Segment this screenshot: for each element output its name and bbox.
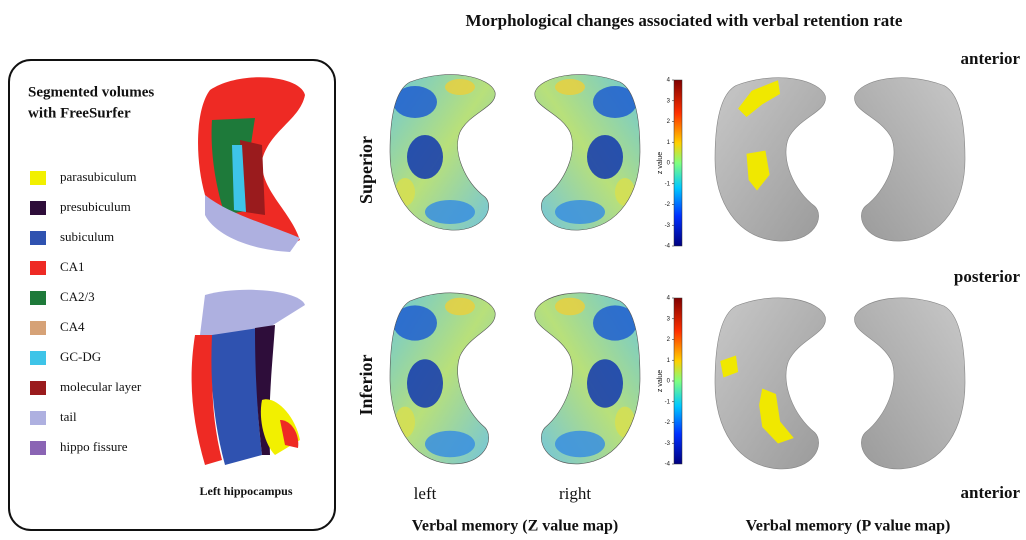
- colorbar-tick-label: 3: [667, 98, 671, 104]
- legend-label: parasubiculum: [60, 169, 137, 184]
- colorbar: 4 3 2 1 0 -1 -2 -3 -4 z value: [657, 296, 682, 468]
- colorbar-tick-label: -3: [665, 223, 671, 229]
- column-label: left: [414, 484, 437, 503]
- hippocampus-render: [192, 77, 305, 465]
- colorbar-tick-label: 1: [667, 358, 671, 364]
- colorbar-tick-label: -1: [665, 181, 671, 187]
- colorbar-tick-label: -1: [665, 399, 671, 405]
- panel-caption: Verbal memory (P value map): [746, 518, 951, 535]
- legend-label: tail: [60, 409, 77, 424]
- colorbar-tick-label: -4: [665, 462, 671, 468]
- legend-title: Segmented volumes: [28, 84, 154, 100]
- row-label: Inferior: [356, 355, 376, 416]
- colorbar-tick-label: 4: [667, 296, 671, 302]
- legend-caption: Left hippocampus: [199, 484, 292, 498]
- panel-caption: Verbal memory (Z value map): [412, 518, 619, 535]
- legend-swatch: [30, 171, 46, 185]
- z-map-right-inferior: [535, 293, 640, 464]
- legend-swatch: [30, 381, 46, 395]
- z-map-left-superior: [390, 75, 495, 231]
- z-map-left-inferior: [390, 293, 495, 464]
- orientation-label: anterior: [961, 49, 1021, 68]
- legend-label: subiculum: [60, 229, 114, 244]
- p-map-right-inferior: [855, 298, 965, 469]
- p-map-left-superior: [715, 78, 825, 241]
- colorbar-tick-label: 0: [667, 379, 671, 385]
- legend-swatch: [30, 291, 46, 305]
- colorbar-label: z value: [657, 152, 664, 174]
- legend-label: hippo fissure: [60, 439, 128, 454]
- colorbar-tick-label: -4: [665, 244, 671, 250]
- colorbar: 4 3 2 1 0 -1 -2 -3 -4 z value: [657, 78, 682, 250]
- colorbar-tick-label: 2: [667, 337, 671, 343]
- legend-swatch: [30, 441, 46, 455]
- legend-title: with FreeSurfer: [28, 105, 131, 121]
- legend-swatch: [30, 411, 46, 425]
- legend-label: presubiculum: [60, 199, 131, 214]
- colorbar-tick-label: -2: [665, 202, 671, 208]
- colorbar-gradient: [674, 298, 682, 464]
- colorbar-tick-label: 0: [667, 161, 671, 167]
- figure-title: Morphological changes associated with ve…: [466, 11, 903, 30]
- legend-swatch: [30, 321, 46, 335]
- colorbar-tick-label: -3: [665, 441, 671, 447]
- legend-label: CA1: [60, 259, 85, 274]
- orientation-label: posterior: [954, 267, 1021, 286]
- legend-label: molecular layer: [60, 379, 142, 394]
- row-label: Superior: [356, 136, 376, 204]
- colorbar-gradient: [674, 80, 682, 246]
- colorbar-tick-label: 4: [667, 78, 671, 84]
- colorbar-tick-label: 3: [667, 316, 671, 322]
- legend-label: CA2/3: [60, 289, 95, 304]
- colorbar-tick-label: -2: [665, 420, 671, 426]
- p-map-right-superior: [855, 78, 965, 241]
- z-map-right-superior: [535, 75, 640, 231]
- p-map-left-inferior: [715, 298, 825, 469]
- figure: Morphological changes associated with ve…: [0, 0, 1026, 540]
- column-label: right: [559, 484, 591, 503]
- legend-label: CA4: [60, 319, 85, 334]
- legend: parasubiculum presubiculum subiculum CA1 CA2…: [30, 169, 142, 455]
- legend-swatch: [30, 261, 46, 275]
- colorbar-label: z value: [657, 370, 664, 392]
- legend-swatch: [30, 351, 46, 365]
- orientation-label: anterior: [961, 483, 1021, 502]
- colorbar-tick-label: 2: [667, 119, 671, 125]
- legend-swatch: [30, 201, 46, 215]
- legend-swatch: [30, 231, 46, 245]
- legend-label: GC-DG: [60, 349, 101, 364]
- colorbar-tick-label: 1: [667, 140, 671, 146]
